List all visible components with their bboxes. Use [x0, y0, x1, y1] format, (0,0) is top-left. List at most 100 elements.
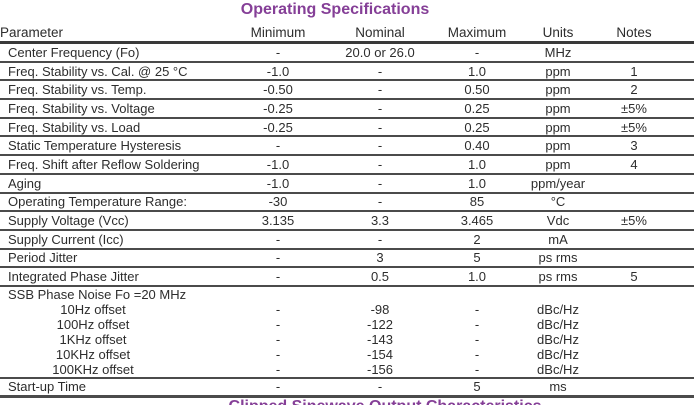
- cell-maximum: -: [474, 301, 480, 317]
- cell-maximum: -: [474, 316, 480, 332]
- cell-spacer: [672, 99, 694, 119]
- table-row: Freq. Stability vs. Cal. @ 25 °C -1.0 - …: [0, 61, 694, 82]
- cell-maximum: 0.25: [434, 99, 520, 119]
- cell-notes: [596, 361, 672, 379]
- cell-spacer: [672, 267, 694, 287]
- parameter-label: Operating Temperature Range:: [8, 194, 187, 210]
- column-header-units: Units: [520, 23, 596, 44]
- cell-units: °C: [520, 192, 596, 213]
- parameter-label: 100KHz offset: [52, 361, 134, 377]
- cell-nominal: 3.3: [326, 211, 434, 231]
- cell-minimum: -0.25: [230, 99, 326, 119]
- cell-spacer: [672, 192, 694, 213]
- cell-spacer: [672, 317, 694, 332]
- cell-spacer: [672, 347, 694, 362]
- column-header-notes: Notes: [596, 23, 672, 44]
- cell-parameter: Freq. Stability vs. Voltage: [0, 99, 230, 119]
- cell-spacer: [672, 155, 694, 175]
- cell-units: ppm: [520, 155, 596, 175]
- cell-nominal: -: [326, 80, 434, 101]
- cell-minimum: -: [230, 377, 326, 398]
- cell-notes: [596, 229, 672, 250]
- cell-nominal: -: [326, 229, 434, 250]
- cell-notes: 2: [596, 80, 672, 101]
- cell-maximum: -: [434, 361, 520, 379]
- cell-maximum: 5: [434, 248, 520, 269]
- cell-minimum: -1.0: [230, 61, 326, 82]
- table-row: Aging -1.0 - 1.0 ppm/year: [0, 173, 694, 194]
- table-row: Static Temperature Hysteresis - - 0.40 p…: [0, 136, 694, 157]
- table-row: 10KHz offset - -154 - dBc/Hz: [0, 347, 694, 362]
- table-row: Freq. Stability vs. Voltage -0.25 - 0.25…: [0, 99, 694, 119]
- cell-notes: [596, 317, 672, 332]
- cell-nominal: -: [326, 173, 434, 194]
- cell-parameter: 1KHz offset: [0, 332, 230, 347]
- table-row: Supply Current (Icc) - - 2 mA: [0, 229, 694, 250]
- cell-maximum: -: [474, 346, 480, 362]
- cell-spacer: [672, 173, 694, 194]
- cell-notes: 4: [596, 155, 672, 175]
- operating-specifications-table: Parameter Minimum Nominal Maximum Units …: [0, 23, 694, 398]
- parameter-label: Freq. Shift after Reflow Soldering: [8, 156, 200, 172]
- cell-spacer: [672, 332, 694, 347]
- cell-units: ppm: [520, 117, 596, 138]
- cell-spacer: [672, 42, 694, 63]
- cell-nominal: -143: [366, 331, 394, 347]
- parameter-label: Freq. Stability vs. Temp.: [8, 82, 147, 98]
- cell-minimum: -1.0: [230, 173, 326, 194]
- cell-nominal: 3: [326, 248, 434, 269]
- cell-spacer: [672, 136, 694, 157]
- cell-maximum: 1.0: [434, 267, 520, 287]
- parameter-label: Freq. Stability vs. Voltage: [8, 100, 155, 116]
- cell-nominal: -: [326, 136, 434, 157]
- column-header-parameter: Parameter: [0, 23, 230, 44]
- parameter-label: 1KHz offset: [59, 331, 127, 347]
- cell-parameter: 100Hz offset: [0, 317, 230, 332]
- table-row: Start-up Time - - 5 ms: [0, 377, 694, 398]
- cell-parameter: Operating Temperature Range:: [0, 192, 230, 213]
- parameter-label: Period Jitter: [8, 250, 78, 266]
- cell-parameter: 10KHz offset: [0, 347, 230, 362]
- header-row: Parameter Minimum Nominal Maximum Units …: [0, 23, 694, 44]
- cell-parameter: Start-up Time: [0, 377, 230, 398]
- cell-notes: [596, 332, 672, 347]
- cell-spacer: [672, 117, 694, 138]
- cell-nominal: -98: [370, 301, 390, 317]
- parameter-label: Freq. Stability vs. Cal. @ 25 °C: [8, 63, 188, 79]
- parameter-label: Center Frequency (Fo): [8, 44, 140, 60]
- cell-units: Vdc: [520, 211, 596, 231]
- cell-nominal: -: [326, 192, 434, 213]
- cell-units: ms: [520, 377, 596, 398]
- cell-spacer: [672, 61, 694, 82]
- cell-minimum: -: [275, 316, 281, 332]
- table-row: Period Jitter - 3 5 ps rms: [0, 248, 694, 269]
- cell-spacer: [672, 377, 694, 398]
- table-row: Freq. Shift after Reflow Soldering -1.0 …: [0, 155, 694, 175]
- parameter-label: 10KHz offset: [55, 346, 131, 362]
- cell-parameter: Period Jitter: [0, 248, 230, 269]
- parameter-label: Supply Voltage (Vcc): [8, 213, 129, 229]
- parameter-label: 10Hz offset: [60, 301, 126, 317]
- cell-parameter: Integrated Phase Jitter: [0, 267, 230, 287]
- cell-parameter: Freq. Stability vs. Load: [0, 117, 230, 138]
- table-row: SSB Phase Noise Fo =20 MHz: [0, 286, 694, 302]
- cell-notes: 5: [596, 267, 672, 287]
- cell-notes: [596, 302, 672, 317]
- cell-spacer: [672, 80, 694, 101]
- cell-nominal: [326, 286, 434, 302]
- cell-nominal: -122: [366, 316, 394, 332]
- cell-units: ppm: [520, 136, 596, 157]
- cell-parameter: Static Temperature Hysteresis: [0, 136, 230, 157]
- cell-units: ppm/year: [520, 173, 596, 194]
- cell-units: ppm: [520, 61, 596, 82]
- cell-maximum: 2: [434, 229, 520, 250]
- parameter-label: Start-up Time: [8, 379, 87, 395]
- column-header-spacer: [672, 23, 694, 44]
- cell-spacer: [672, 248, 694, 269]
- cell-notes: [596, 248, 672, 269]
- cell-minimum: -: [230, 248, 326, 269]
- table-row: Freq. Stability vs. Temp. -0.50 - 0.50 p…: [0, 80, 694, 101]
- cell-nominal: -154: [366, 346, 394, 362]
- cell-notes: [596, 377, 672, 398]
